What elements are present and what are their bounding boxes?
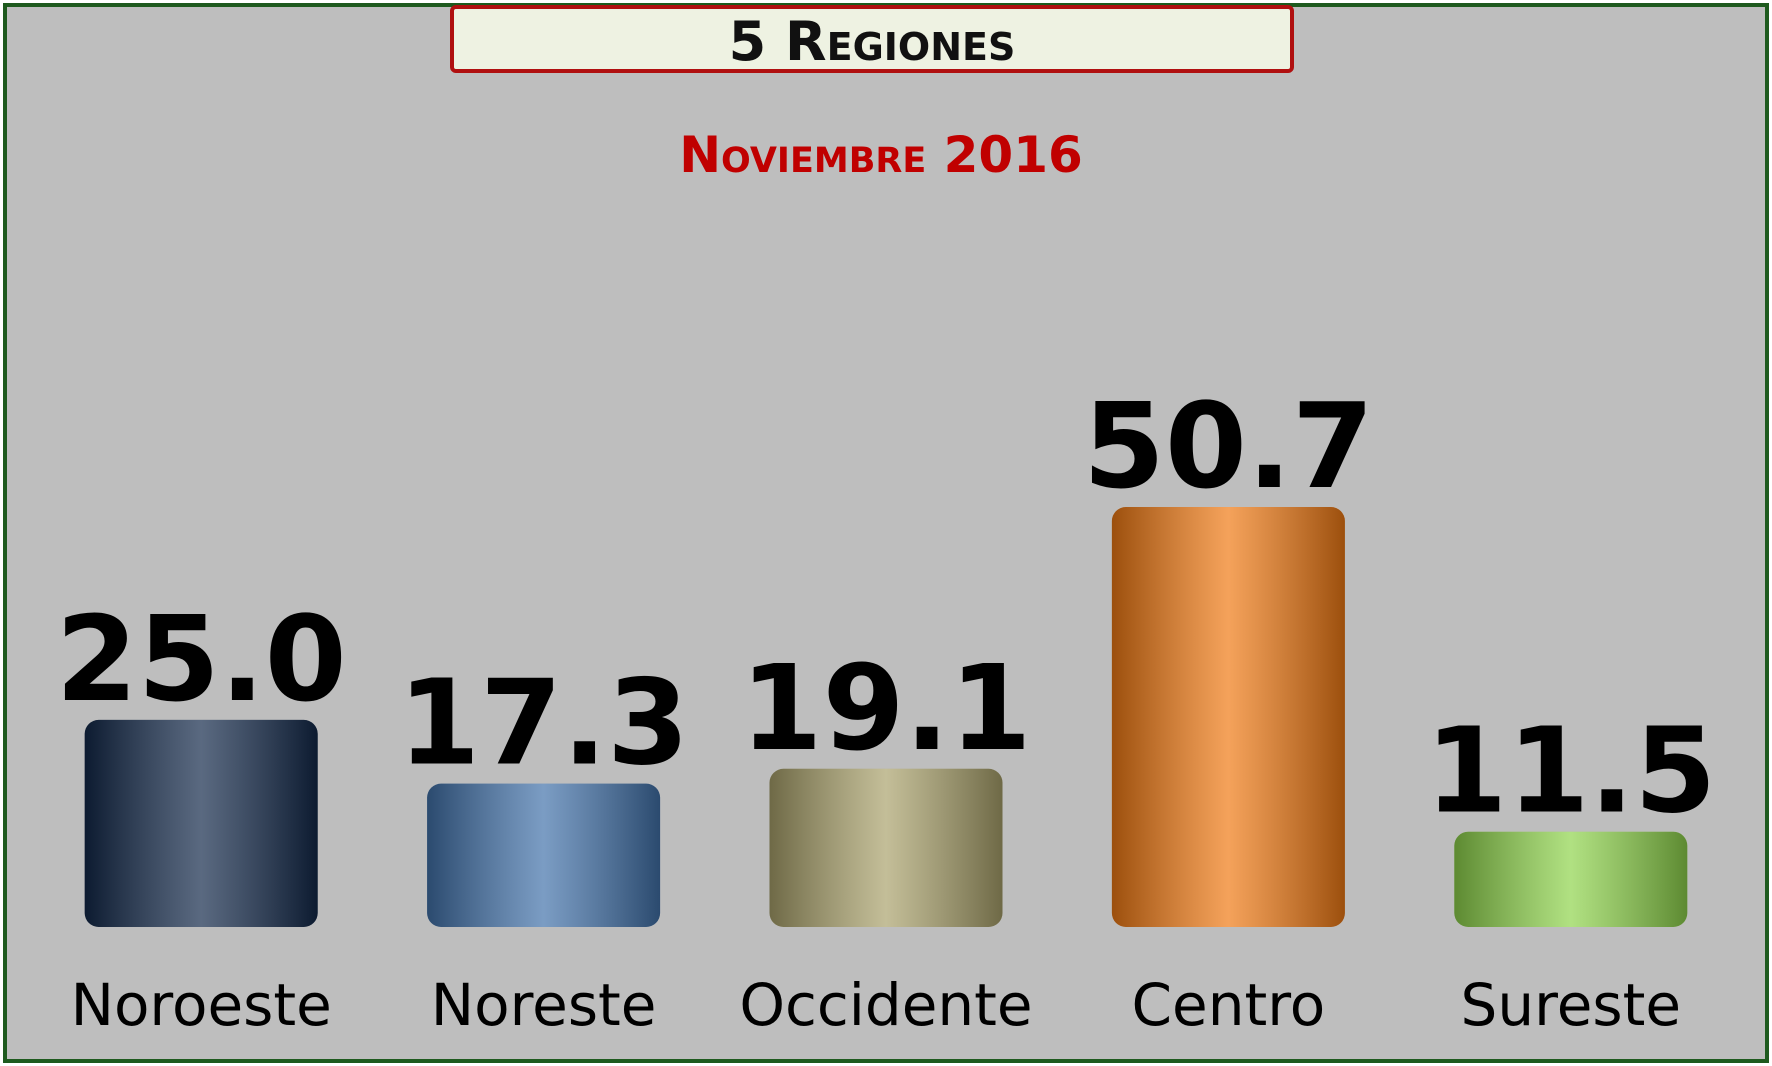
bar-shine [84, 719, 318, 927]
chart-title: 5 Regiones [729, 10, 1016, 73]
title-box [450, 5, 1294, 73]
x-tick-label: Noroeste [71, 971, 332, 1039]
value-label: 11.5 [1425, 702, 1716, 840]
value-label: 25.0 [56, 590, 347, 728]
bar-shine [769, 768, 1003, 927]
x-tick-label: Centro [1132, 971, 1326, 1039]
value-label: 50.7 [1083, 377, 1374, 515]
bar-shine [427, 783, 661, 927]
x-tick-label: Sureste [1461, 971, 1681, 1039]
bar-shine [1454, 831, 1688, 927]
bar-shine [1111, 507, 1345, 927]
x-tick-label: Noreste [431, 971, 657, 1039]
value-label: 17.3 [398, 654, 689, 792]
chart-subtitle: Noviembre 2016 [679, 126, 1083, 184]
value-label: 19.1 [740, 639, 1031, 777]
x-tick-label: Occidente [739, 971, 1032, 1039]
